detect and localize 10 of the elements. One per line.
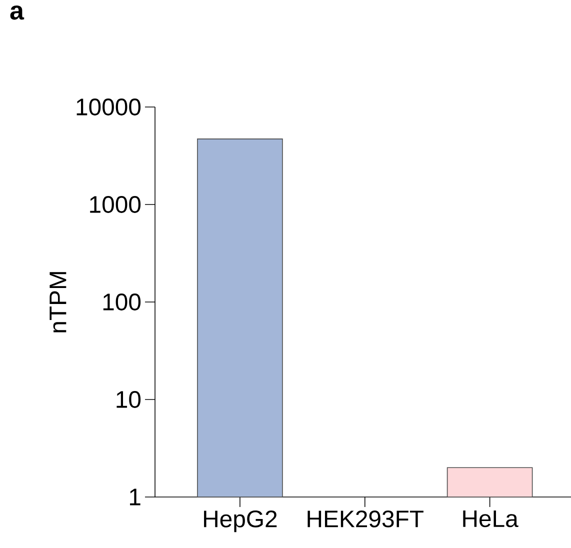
y-tick-label: 10000 [76, 98, 141, 116]
x-tick-label: HEK293FT [308, 510, 424, 528]
x-tick-label: HeLa [463, 510, 518, 528]
y-tick-label: 100 [103, 294, 141, 310]
y-tick-label: 10 [116, 391, 141, 408]
x-tick-label: HepG2 [204, 510, 277, 532]
text: a [10, 6, 24, 20]
y-axis-title: nTPM [50, 272, 66, 332]
y-tick-label: 1000 [90, 196, 141, 213]
y-tick-label: 1 [130, 488, 140, 506]
